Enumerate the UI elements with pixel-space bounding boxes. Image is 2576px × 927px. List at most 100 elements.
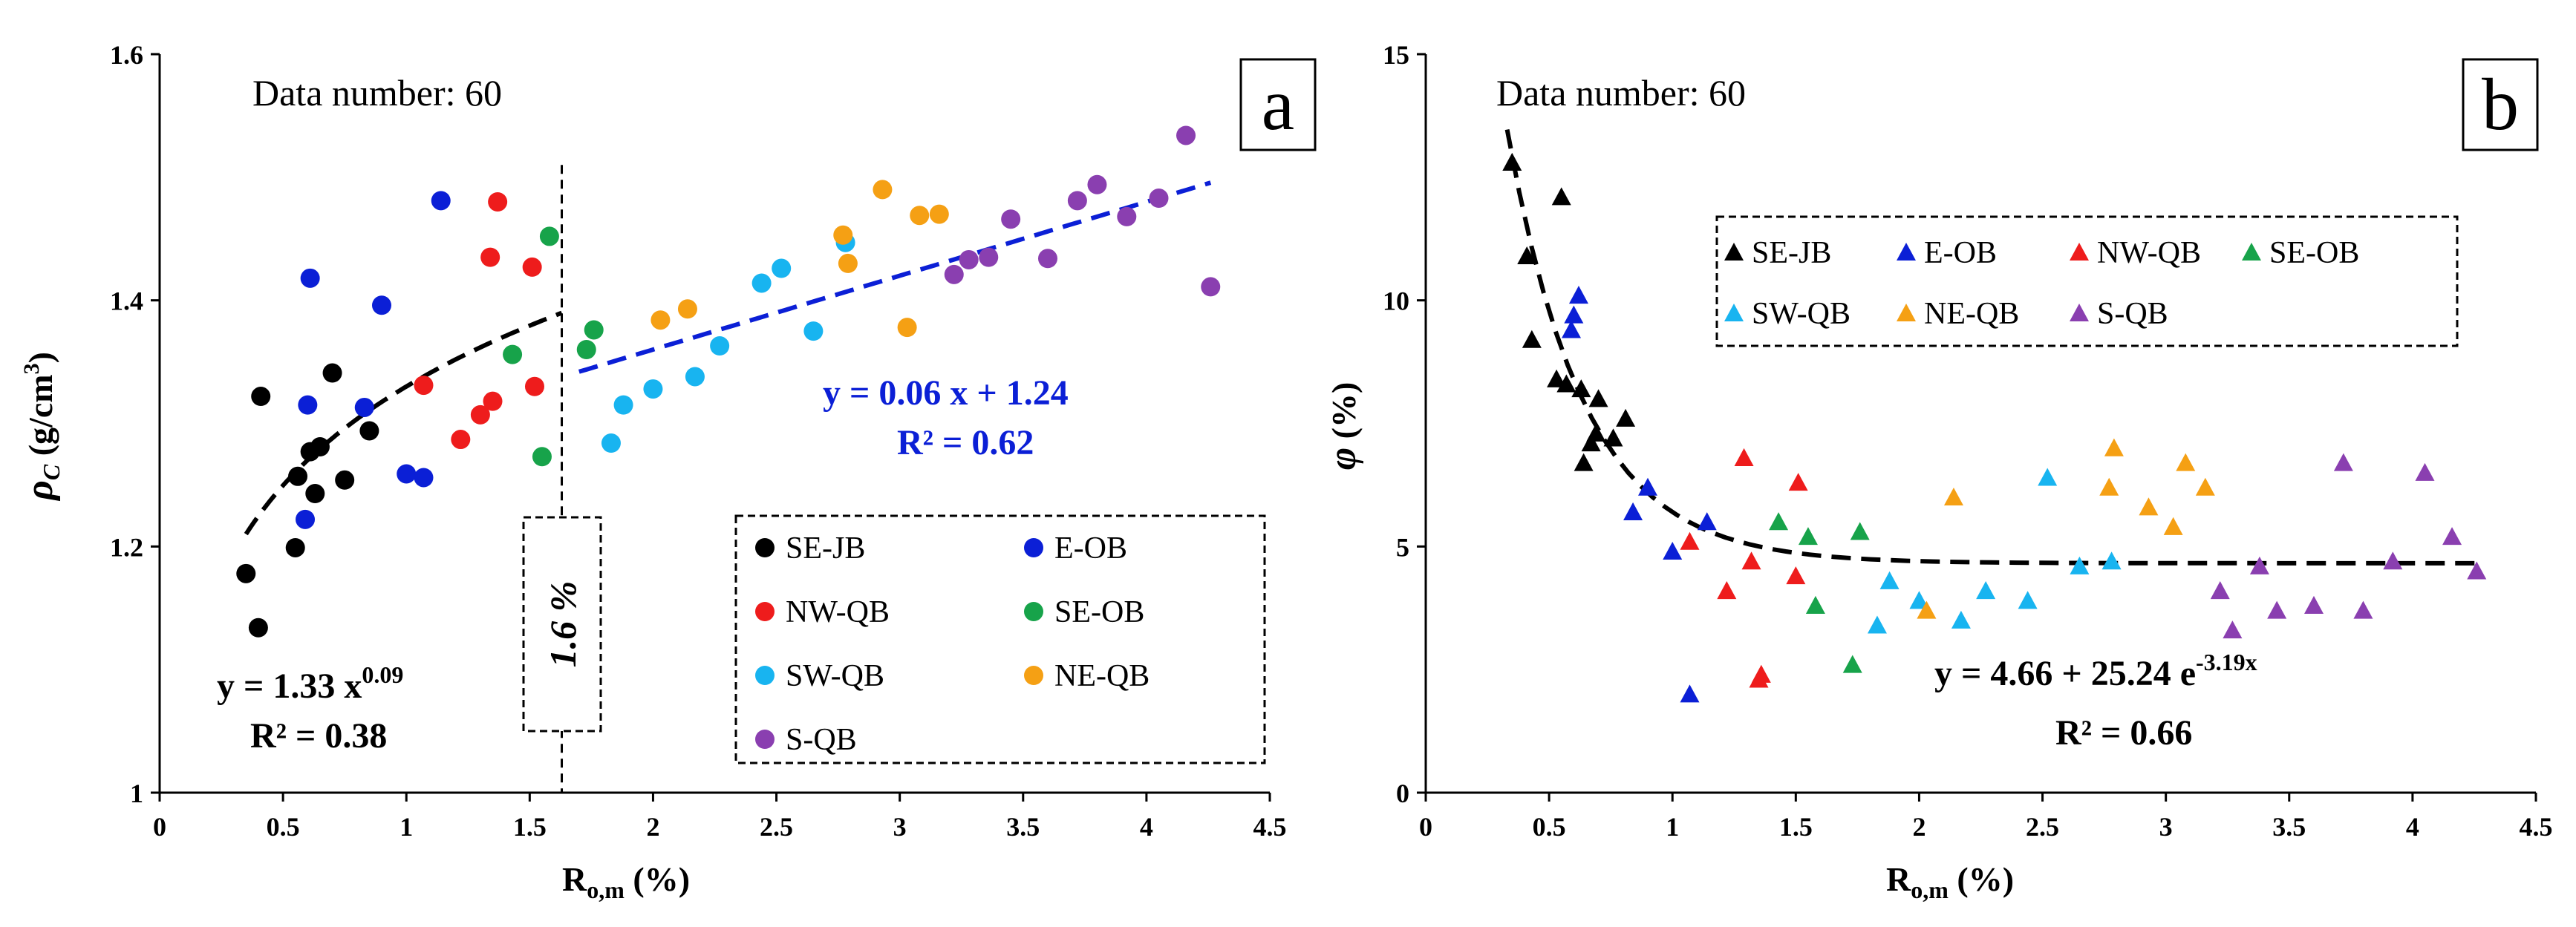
panel-b-legend-box xyxy=(1715,215,2459,347)
panel-a-legend-box xyxy=(734,514,1266,764)
data-point-s-qb xyxy=(2223,620,2243,639)
data-point-se-jb xyxy=(288,466,308,486)
data-point-s-qb xyxy=(979,247,999,267)
data-point-ne-qb xyxy=(2104,438,2124,456)
legend-label-se-ob: SE-OB xyxy=(1054,595,1144,629)
data-point-nw-qb xyxy=(1680,531,1700,550)
legend-label-ne-qb: NE-QB xyxy=(1054,659,1150,693)
data-point-ne-qb xyxy=(2163,517,2183,535)
y-tick-label: 0 xyxy=(1396,779,1409,808)
x-tick-label: 0 xyxy=(153,812,166,842)
data-point-e-ob xyxy=(414,468,434,488)
data-point-ne-qb xyxy=(2195,477,2215,496)
y-tick-label: 1.4 xyxy=(110,286,143,316)
panel-b-x-axis-label: Ro,m (%) xyxy=(1886,860,2014,903)
data-point-sw-qb xyxy=(613,395,633,415)
data-point-e-ob xyxy=(298,395,318,415)
panel-b-data-number: Data number: 60 xyxy=(1496,72,1746,114)
data-point-se-jb xyxy=(359,421,379,441)
data-point-sw-qb xyxy=(772,258,792,278)
data-point-sw-qb xyxy=(1867,615,1887,634)
x-tick-label: 4.5 xyxy=(1253,812,1287,842)
data-point-se-jb xyxy=(1502,152,1522,171)
data-point-nw-qb xyxy=(1751,664,1771,683)
data-point-se-jb xyxy=(251,387,271,407)
legend-marker-se-jb xyxy=(1724,243,1744,261)
panel-b-exp-equation: y = 4.66 + 25.24 e-3.19x xyxy=(1934,649,2257,693)
legend-label-nw-qb: NW-QB xyxy=(786,595,890,629)
data-point-nw-qb xyxy=(483,391,503,411)
data-point-ne-qb xyxy=(873,180,893,200)
data-point-s-qb xyxy=(2267,600,2287,619)
data-point-nw-qb xyxy=(470,404,490,425)
panel-a-power-equation: y = 1.33 x0.09 xyxy=(217,661,403,706)
data-point-sw-qb xyxy=(2070,556,2090,574)
panel-b-letter-box xyxy=(2462,58,2539,151)
data-point-nw-qb xyxy=(488,192,508,212)
x-tick-label: 2.5 xyxy=(2026,812,2059,842)
x-tick-label: 1 xyxy=(1666,812,1679,842)
data-point-e-ob xyxy=(431,191,451,211)
data-point-ne-qb xyxy=(910,206,930,226)
data-point-s-qb xyxy=(2333,453,2353,471)
data-point-s-qb xyxy=(2467,561,2487,580)
data-point-s-qb xyxy=(1001,209,1021,229)
data-point-se-jb xyxy=(1547,369,1567,387)
panel-a-x-axis-label: Ro,m (%) xyxy=(562,860,690,903)
legend-marker-se-ob xyxy=(2242,243,2261,261)
data-point-ne-qb xyxy=(2176,453,2196,471)
x-tick-label: 1 xyxy=(400,812,413,842)
data-point-s-qb xyxy=(1038,249,1057,269)
panel-a-linear-r2: R² = 0.62 xyxy=(897,423,1034,462)
y-tick-label: 1 xyxy=(130,779,143,808)
data-point-sw-qb xyxy=(1951,610,1971,629)
data-point-s-qb xyxy=(2383,551,2403,570)
legend-label-se-jb: SE-JB xyxy=(786,531,865,566)
panel-a-x-tick-labels: 0 0.5 1 1.5 2 2.5 3 3.5 4 4.5 xyxy=(153,812,1287,842)
data-point-e-ob xyxy=(1663,541,1683,560)
data-point-sw-qb xyxy=(1909,591,1929,609)
x-tick-label: 3 xyxy=(2159,812,2173,842)
threshold-label: 1.6 % xyxy=(542,581,584,668)
legend-label-e-ob: E-OB xyxy=(1054,531,1127,566)
data-point-se-jb xyxy=(1586,423,1606,442)
data-point-e-ob xyxy=(1623,502,1643,520)
x-tick-label: 2 xyxy=(1912,812,1926,842)
panel-a-letter-box xyxy=(1239,58,1317,151)
data-point-se-jb xyxy=(1574,453,1594,471)
data-point-se-jb xyxy=(322,363,342,383)
data-point-e-ob xyxy=(1680,684,1700,703)
data-point-se-jb xyxy=(1571,379,1591,398)
threshold-label-box xyxy=(522,516,602,733)
x-tick-label: 3.5 xyxy=(2272,812,2306,842)
data-point-nw-qb xyxy=(524,376,544,396)
x-tick-label: 0.5 xyxy=(267,812,300,842)
y-tick-label: 1.6 xyxy=(110,40,143,70)
data-point-nw-qb xyxy=(451,430,471,450)
data-point-se-jb xyxy=(1616,408,1636,427)
data-point-sw-qb xyxy=(643,379,663,399)
data-point-ne-qb xyxy=(929,204,949,224)
panel-a-legend: SE-JB E-OB NW-QB SE-OB SW-QB NE-QB S-QB xyxy=(755,531,1150,757)
data-point-s-qb xyxy=(944,264,964,284)
legend-label-se-jb: SE-JB xyxy=(1752,236,1831,270)
data-point-ne-qb xyxy=(1943,488,1963,506)
x-tick-label: 4 xyxy=(2406,812,2419,842)
data-point-s-qb xyxy=(2442,527,2462,546)
data-point-ne-qb xyxy=(897,318,917,338)
panel-a-linear-equation: y = 0.06 x + 1.24 xyxy=(823,373,1069,413)
x-tick-label: 3 xyxy=(893,812,907,842)
data-point-nw-qb xyxy=(1717,581,1737,600)
data-point-e-ob xyxy=(296,509,316,529)
data-point-nw-qb xyxy=(1741,551,1761,570)
panel-a-y-axis-label: ρC (g/cm3) xyxy=(19,352,65,502)
panel-b-y-axis-label: φ (%) xyxy=(1322,382,1364,471)
data-point-ne-qb xyxy=(1917,600,1937,619)
data-point-se-ob xyxy=(584,320,604,340)
fit-line-power xyxy=(244,310,563,536)
legend-marker-ne-qb xyxy=(1897,304,1916,322)
data-point-s-qb xyxy=(2249,556,2269,574)
data-point-se-ob xyxy=(1850,522,1870,540)
data-point-e-ob xyxy=(354,397,374,417)
data-point-s-qb xyxy=(2353,600,2373,619)
